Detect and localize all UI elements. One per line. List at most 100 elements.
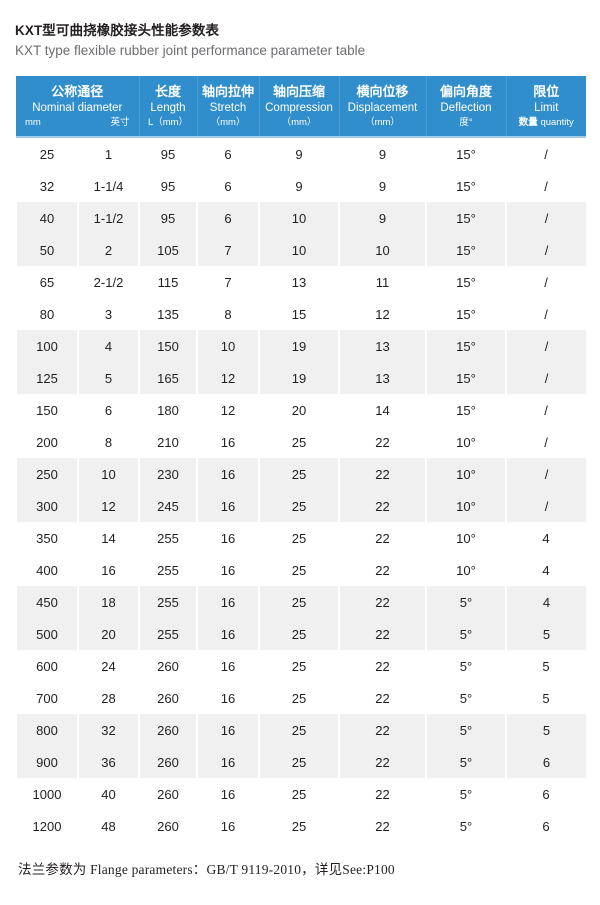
cell-stretch: 6	[197, 138, 259, 170]
cell-limit: 6	[506, 778, 586, 810]
cell-limit: 5	[506, 618, 586, 650]
cell-displacement: 22	[339, 746, 427, 778]
cell-limit: /	[506, 266, 586, 298]
cell-compression: 25	[259, 586, 340, 618]
title-block: KXT型可曲挠橡胶接头性能参数表 KXT type flexible rubbe…	[0, 0, 600, 60]
col-header-stretch-unit: （mm）	[210, 116, 246, 128]
cell-deflection: 10°	[426, 426, 506, 458]
cell-displacement: 12	[339, 298, 426, 330]
cell-displacement: 9	[339, 138, 426, 170]
cell-stretch: 12	[197, 362, 260, 394]
table-row: 32 1-1/4 95 6 9 9 15° /	[16, 170, 586, 202]
cell-mm: 700	[16, 682, 78, 714]
cell-inch: 16	[78, 554, 139, 586]
cell-length: 230	[139, 458, 198, 490]
cell-displacement: 22	[339, 458, 427, 490]
cell-deflection: 15°	[426, 202, 507, 234]
cell-compression: 25	[259, 522, 339, 554]
col-header-nominal-diameter: 公称通径 Nominal diameter mm 英寸	[16, 76, 140, 136]
cell-mm: 300	[15, 490, 79, 522]
cell-limit: /	[506, 362, 586, 394]
col-header-compression-en: Compression	[265, 101, 333, 114]
page-title-en: KXT type flexible rubber joint performan…	[15, 43, 366, 58]
cell-length: 135	[139, 298, 197, 330]
cell-stretch: 12	[197, 394, 259, 426]
cell-deflection: 15°	[426, 266, 506, 298]
cell-stretch: 16	[197, 586, 260, 618]
cell-compression: 25	[259, 746, 340, 778]
cell-deflection: 15°	[426, 138, 506, 170]
cell-compression: 25	[259, 682, 339, 714]
cell-limit: /	[506, 458, 586, 490]
table-row: 150 6 180 12 20 14 15° /	[16, 394, 586, 426]
cell-mm: 1200	[16, 810, 78, 842]
cell-length: 260	[139, 746, 198, 778]
cell-deflection: 5°	[426, 682, 506, 714]
cell-displacement: 11	[339, 266, 426, 298]
table-body: 25 1 95 6 9 9 15°/32 1-1/4 95 6 9 9 15°/40 1-1/2 95 6 10…	[15, 138, 586, 842]
cell-compression: 19	[259, 362, 340, 394]
cell-limit: 6	[506, 810, 586, 842]
cell-displacement: 13	[339, 362, 427, 394]
cell-deflection: 5°	[426, 586, 507, 618]
cell-mm: 40	[15, 202, 79, 234]
cell-deflection: 15°	[426, 170, 506, 202]
cell-length: 180	[139, 394, 197, 426]
cell-inch: 32	[78, 714, 140, 746]
cell-length: 150	[139, 330, 198, 362]
cell-mm: 100	[15, 330, 79, 362]
cell-limit: /	[506, 394, 586, 426]
cell-displacement: 22	[339, 682, 426, 714]
cell-stretch: 10	[197, 330, 260, 362]
cell-mm: 80	[16, 298, 78, 330]
cell-mm: 25	[16, 138, 78, 170]
table-row: 500 20 255 16 25 22 5° 5	[15, 618, 586, 650]
table-row: 125 5 165 12 19 13 15° /	[15, 362, 586, 394]
cell-deflection: 5°	[426, 650, 506, 682]
cell-compression: 9	[259, 138, 339, 170]
cell-deflection: 5°	[426, 714, 507, 746]
cell-displacement: 22	[339, 554, 426, 586]
cell-compression: 25	[259, 810, 339, 842]
cell-length: 255	[139, 554, 197, 586]
cell-displacement: 22	[339, 618, 427, 650]
table-row: 65 2-1/2 115 7 13 11 15° /	[16, 266, 586, 298]
cell-stretch: 16	[197, 650, 259, 682]
footer-note: 法兰参数为 Flange parameters：GB/T 9119-2010，详…	[18, 862, 395, 877]
cell-mm: 150	[16, 394, 78, 426]
cell-length: 95	[139, 170, 197, 202]
col-header-length-cn: 长度	[154, 83, 181, 99]
cell-mm: 600	[16, 650, 78, 682]
cell-stretch: 16	[197, 714, 260, 746]
cell-inch: 4	[78, 330, 140, 362]
cell-limit: 5	[506, 714, 586, 746]
cell-limit: /	[506, 138, 586, 170]
cell-mm: 65	[16, 266, 78, 298]
cell-mm: 250	[15, 458, 79, 490]
cell-length: 245	[139, 490, 198, 522]
col-header-length-unit: L（mm）	[147, 116, 189, 128]
cell-inch: 48	[78, 810, 139, 842]
cell-deflection: 15°	[426, 330, 507, 362]
cell-mm: 900	[15, 746, 79, 778]
cell-displacement: 22	[339, 586, 427, 618]
cell-deflection: 10°	[426, 490, 507, 522]
table-row: 100 4 150 10 19 13 15° /	[15, 330, 586, 362]
col-header-compression-unit: （mm）	[281, 116, 317, 128]
cell-compression: 25	[259, 778, 339, 810]
cell-displacement: 9	[339, 202, 427, 234]
table-row: 40 1-1/2 95 6 10 9 15° /	[15, 202, 586, 234]
cell-inch: 18	[78, 586, 140, 618]
cell-compression: 25	[259, 426, 339, 458]
cell-compression: 25	[259, 618, 340, 650]
cell-stretch: 16	[197, 458, 260, 490]
cell-displacement: 9	[339, 170, 426, 202]
cell-stretch: 16	[197, 810, 259, 842]
cell-stretch: 7	[197, 266, 259, 298]
cell-displacement: 10	[339, 234, 427, 266]
cell-inch: 2	[78, 234, 140, 266]
cell-displacement: 22	[339, 650, 426, 682]
cell-stretch: 6	[197, 170, 259, 202]
cell-mm: 500	[15, 618, 79, 650]
col-header-deflection-cn: 偏向角度	[439, 83, 492, 99]
